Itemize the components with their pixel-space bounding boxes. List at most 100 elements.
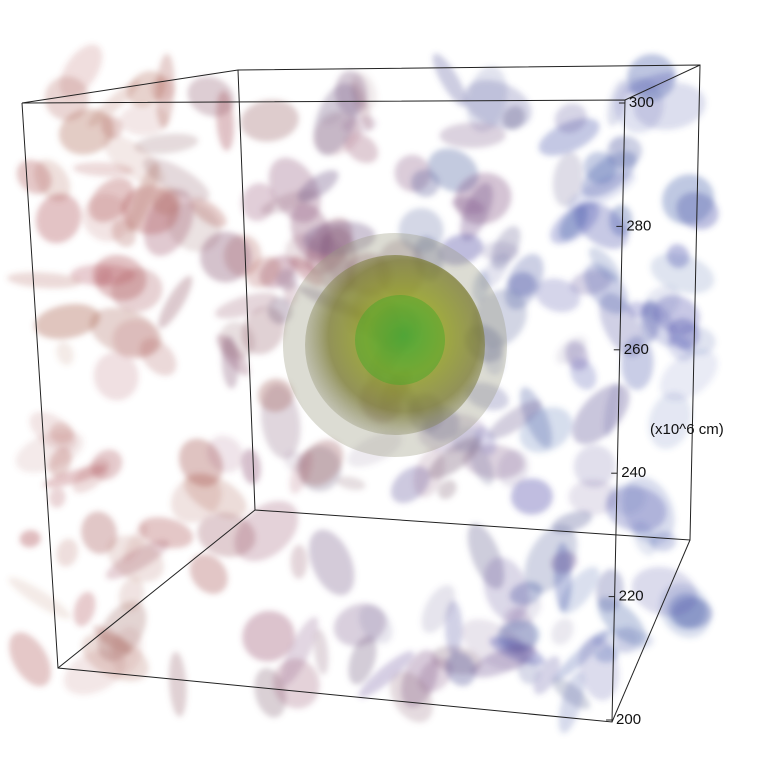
blob bbox=[465, 382, 509, 411]
blob bbox=[156, 53, 175, 128]
blob bbox=[479, 252, 510, 290]
blob bbox=[138, 517, 194, 549]
blob bbox=[221, 335, 239, 389]
blob bbox=[9, 632, 51, 687]
blob bbox=[246, 256, 281, 288]
blob bbox=[659, 349, 718, 401]
blob bbox=[273, 658, 320, 709]
blob bbox=[81, 511, 118, 555]
blob bbox=[119, 104, 169, 136]
blob bbox=[189, 553, 228, 594]
blob bbox=[550, 551, 578, 574]
tick-label: 260 bbox=[624, 341, 649, 358]
blob bbox=[570, 358, 597, 390]
blob bbox=[507, 598, 542, 631]
blob bbox=[573, 444, 616, 488]
blob bbox=[653, 295, 701, 335]
blob bbox=[44, 76, 89, 121]
blob bbox=[34, 303, 101, 340]
blob bbox=[445, 652, 476, 687]
blob bbox=[103, 134, 165, 188]
blob bbox=[35, 193, 82, 244]
blob bbox=[214, 292, 278, 319]
blob bbox=[572, 384, 630, 445]
blob bbox=[29, 411, 77, 451]
blob bbox=[348, 635, 377, 685]
blob bbox=[241, 448, 261, 485]
blob bbox=[583, 151, 617, 184]
blob bbox=[615, 625, 639, 655]
blob bbox=[533, 656, 561, 695]
blob bbox=[93, 352, 139, 401]
blob bbox=[625, 72, 676, 94]
blob bbox=[290, 256, 324, 287]
blob bbox=[567, 172, 636, 211]
blob bbox=[206, 435, 244, 473]
blob bbox=[313, 629, 329, 675]
blob bbox=[451, 196, 485, 215]
blob bbox=[451, 426, 481, 453]
blob bbox=[134, 133, 199, 155]
blob bbox=[240, 99, 299, 142]
axis: 200 220 240 260 280 300 bbox=[606, 94, 654, 728]
turbulence-blobs bbox=[7, 44, 719, 734]
blob bbox=[432, 53, 467, 107]
blob bbox=[584, 263, 629, 314]
blob bbox=[105, 540, 169, 580]
blob bbox=[554, 103, 587, 133]
blob bbox=[257, 378, 294, 412]
blob bbox=[552, 152, 583, 207]
tick-label: 240 bbox=[621, 464, 646, 481]
blob bbox=[631, 566, 698, 617]
blob bbox=[411, 169, 440, 197]
blob bbox=[8, 577, 71, 619]
blob bbox=[56, 341, 74, 366]
blob bbox=[48, 487, 66, 508]
blob bbox=[466, 66, 508, 133]
blob bbox=[7, 272, 82, 289]
blob bbox=[650, 253, 715, 294]
blob bbox=[42, 465, 107, 488]
blob bbox=[603, 383, 620, 437]
blob bbox=[336, 476, 366, 491]
blob bbox=[151, 186, 181, 216]
blob bbox=[648, 392, 692, 450]
blob bbox=[519, 407, 573, 453]
blob bbox=[299, 439, 344, 486]
blob bbox=[347, 432, 402, 468]
blob bbox=[538, 118, 600, 156]
blob bbox=[483, 557, 530, 622]
blob bbox=[421, 584, 456, 634]
blob bbox=[200, 231, 252, 283]
blob bbox=[551, 618, 574, 646]
blob bbox=[216, 91, 235, 151]
tick-label: 220 bbox=[619, 588, 644, 605]
blob bbox=[438, 233, 483, 266]
blob bbox=[588, 247, 621, 282]
blob bbox=[56, 538, 79, 567]
blob bbox=[438, 479, 457, 500]
blob bbox=[649, 531, 677, 552]
blob bbox=[551, 510, 593, 533]
blob bbox=[197, 513, 256, 558]
blob bbox=[158, 275, 193, 329]
blob bbox=[276, 268, 298, 291]
blob bbox=[126, 70, 166, 107]
tick-label: 280 bbox=[626, 217, 651, 234]
blob bbox=[662, 174, 715, 225]
axis-unit-label: (x10^6 cm) bbox=[650, 421, 724, 438]
blob bbox=[358, 604, 393, 644]
blob bbox=[58, 108, 114, 155]
blob bbox=[16, 159, 52, 195]
blob bbox=[303, 221, 376, 256]
tick-label: 300 bbox=[629, 94, 654, 111]
blob bbox=[168, 651, 187, 717]
blob bbox=[510, 478, 553, 515]
blob bbox=[118, 577, 145, 612]
blob bbox=[488, 400, 542, 440]
tick-label: 200 bbox=[616, 711, 641, 728]
blob bbox=[166, 202, 221, 252]
blob bbox=[594, 647, 619, 663]
bounding-box bbox=[21, 64, 701, 723]
